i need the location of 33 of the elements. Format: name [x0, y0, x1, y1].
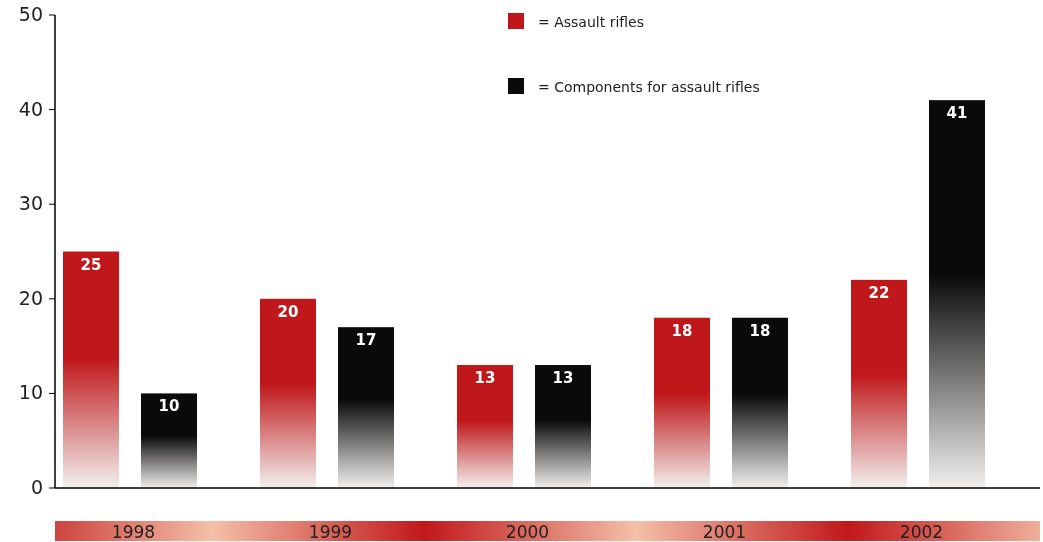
bar — [851, 279, 907, 488]
bar — [141, 393, 197, 488]
data-label: 41 — [946, 104, 968, 123]
legend-label: = Components for assault rifles — [538, 79, 760, 95]
data-label: 22 — [868, 283, 890, 302]
bar — [260, 298, 316, 488]
y-tick-label: 20 — [18, 286, 43, 309]
bar — [929, 100, 985, 488]
bar — [535, 365, 591, 488]
data-label: 13 — [474, 369, 496, 388]
data-label: 13 — [552, 369, 574, 388]
data-label: 18 — [671, 321, 693, 340]
data-label: 18 — [749, 321, 771, 340]
data-label: 10 — [158, 397, 180, 416]
y-tick-label: 50 — [18, 3, 43, 25]
x-tick-label: 2001 — [702, 522, 747, 542]
y-tick-label: 40 — [18, 97, 43, 120]
bar — [338, 327, 394, 488]
data-label: 20 — [277, 302, 299, 321]
y-tick-label: 0 — [30, 476, 43, 498]
data-label: 17 — [355, 331, 377, 350]
y-tick-label: 30 — [18, 192, 43, 215]
bar — [654, 317, 710, 488]
bar — [63, 251, 119, 488]
y-tick-label: 10 — [18, 381, 43, 404]
x-tick-label: 1998 — [111, 522, 156, 542]
x-tick-label: 2000 — [505, 522, 550, 542]
legend-label: = Assault rifles — [538, 14, 644, 30]
bar — [732, 317, 788, 488]
data-label: 25 — [80, 255, 102, 274]
bar — [457, 365, 513, 488]
x-tick-label: 2002 — [899, 522, 944, 542]
x-tick-label: 1999 — [308, 522, 353, 542]
